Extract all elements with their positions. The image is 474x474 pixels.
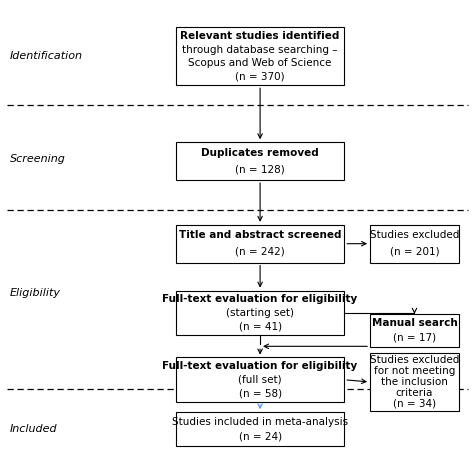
Text: (n = 17): (n = 17) xyxy=(393,333,436,343)
Text: Duplicates removed: Duplicates removed xyxy=(201,148,319,158)
FancyBboxPatch shape xyxy=(176,291,344,335)
Text: (n = 34): (n = 34) xyxy=(393,399,436,409)
Text: (n = 24): (n = 24) xyxy=(238,431,282,441)
Text: Screening: Screening xyxy=(10,154,66,164)
FancyBboxPatch shape xyxy=(370,353,459,411)
Text: Title and abstract screened: Title and abstract screened xyxy=(179,230,341,240)
Text: Full-text evaluation for eligibility: Full-text evaluation for eligibility xyxy=(163,294,358,304)
Text: (n = 41): (n = 41) xyxy=(238,321,282,331)
Text: through database searching –: through database searching – xyxy=(182,45,338,55)
FancyBboxPatch shape xyxy=(176,225,344,263)
Text: Identification: Identification xyxy=(10,51,83,61)
Text: Relevant studies identified: Relevant studies identified xyxy=(181,31,340,41)
FancyBboxPatch shape xyxy=(176,412,344,446)
Text: Eligibility: Eligibility xyxy=(10,288,61,298)
FancyBboxPatch shape xyxy=(176,142,344,180)
FancyBboxPatch shape xyxy=(370,225,459,263)
Text: (n = 58): (n = 58) xyxy=(238,388,282,398)
Text: (n = 128): (n = 128) xyxy=(235,164,285,174)
Text: Full-text evaluation for eligibility: Full-text evaluation for eligibility xyxy=(163,361,358,371)
Text: (n = 201): (n = 201) xyxy=(390,247,439,257)
FancyBboxPatch shape xyxy=(370,314,459,347)
Text: Studies included in meta-analysis: Studies included in meta-analysis xyxy=(172,417,348,427)
FancyBboxPatch shape xyxy=(176,357,344,402)
Text: Included: Included xyxy=(10,424,57,434)
Text: (starting set): (starting set) xyxy=(226,308,294,318)
Text: for not meeting: for not meeting xyxy=(374,366,455,376)
Text: (n = 242): (n = 242) xyxy=(235,247,285,257)
Text: the inclusion: the inclusion xyxy=(381,377,448,387)
Text: Studies excluded: Studies excluded xyxy=(370,230,459,240)
Text: Studies excluded: Studies excluded xyxy=(370,355,459,365)
Text: criteria: criteria xyxy=(396,388,433,398)
Text: Scopus and Web of Science: Scopus and Web of Science xyxy=(188,58,332,68)
Text: Manual search: Manual search xyxy=(372,319,457,328)
FancyBboxPatch shape xyxy=(176,27,344,85)
Text: (n = 370): (n = 370) xyxy=(235,72,285,82)
Text: (full set): (full set) xyxy=(238,375,282,385)
